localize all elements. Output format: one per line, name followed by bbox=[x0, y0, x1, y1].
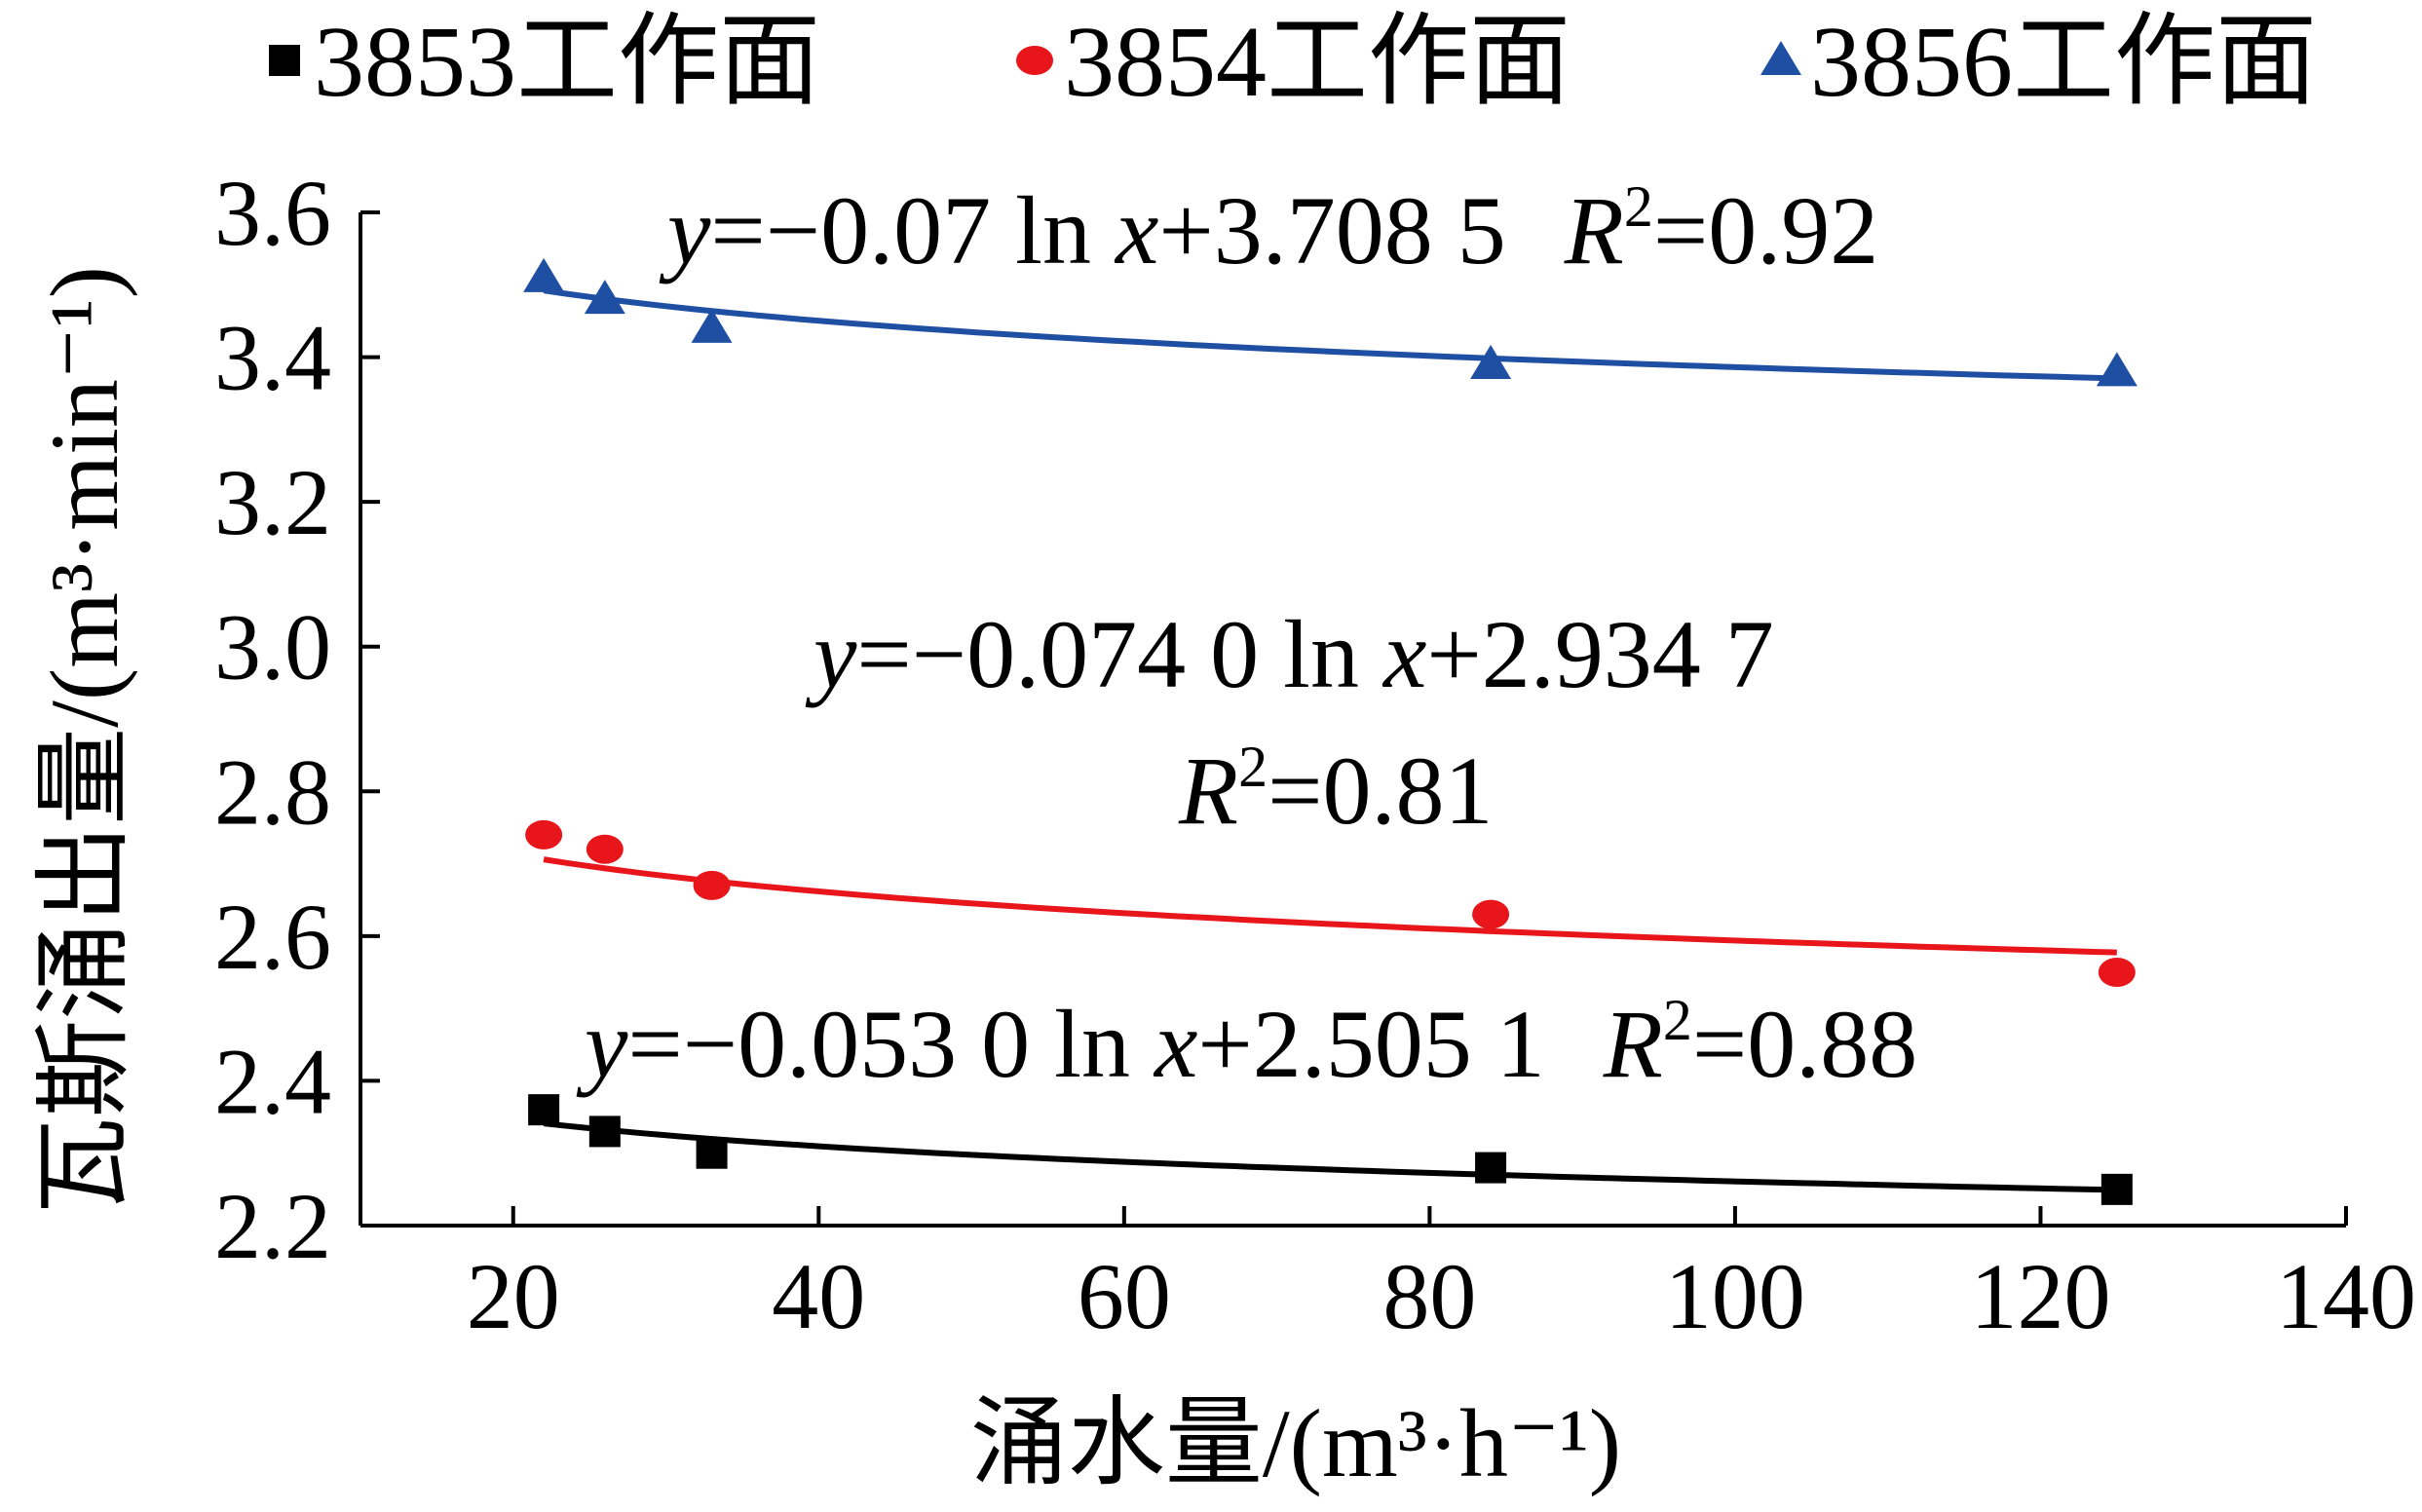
x-tick-label: 100 bbox=[1665, 1244, 1805, 1348]
y-tick-label: 2.2 bbox=[214, 1174, 331, 1278]
point-square-0 bbox=[2100, 1173, 2133, 1205]
legend: 3853工作面 3854工作面 3856工作面 bbox=[269, 6, 2317, 118]
y-tick-label: 3.6 bbox=[214, 161, 331, 265]
legend-label-1: 3854工作面 bbox=[1064, 6, 1571, 118]
fit-curve-1 bbox=[543, 856, 2117, 956]
y-tick-label: 3.2 bbox=[214, 450, 331, 554]
point-triangle-2 bbox=[523, 257, 565, 292]
point-circle-1 bbox=[525, 819, 563, 850]
y-axis-title: 瓦斯涌出量/(m³·min⁻¹) bbox=[30, 266, 138, 1215]
axes: 20 40 60 80 100 120 140 2.2 2.4 2.6 2.8 3.0 3.2 3.4 3.… bbox=[214, 161, 2416, 1348]
point-square-0 bbox=[588, 1115, 621, 1148]
x-tick-label: 40 bbox=[772, 1244, 865, 1348]
point-triangle-2 bbox=[1470, 345, 1512, 379]
y-tick-label: 2.8 bbox=[214, 739, 331, 844]
x-tick-label: 20 bbox=[467, 1244, 560, 1348]
y-tick-label: 3.4 bbox=[214, 306, 331, 410]
r-squared-3854: R2=0.81 bbox=[1178, 735, 1494, 845]
data-points bbox=[523, 257, 2138, 1205]
x-tick-label: 120 bbox=[1970, 1244, 2110, 1348]
y-tick-label: 2.6 bbox=[214, 885, 331, 989]
point-triangle-2 bbox=[2096, 352, 2138, 387]
point-triangle-2 bbox=[691, 308, 733, 343]
point-square-0 bbox=[528, 1094, 560, 1126]
equation-3856: y=−0.07 ln x+3.708 5 R2=0.92 bbox=[659, 174, 1878, 284]
legend-marker-1 bbox=[1016, 46, 1053, 75]
y-tick-label: 2.4 bbox=[214, 1029, 331, 1133]
point-square-0 bbox=[1475, 1152, 1507, 1184]
point-circle-1 bbox=[586, 834, 624, 864]
fit-curve-2 bbox=[543, 287, 2117, 382]
x-axis-title: 涌水量/(m³·h⁻¹) bbox=[970, 1389, 1621, 1497]
equation-3854: y=−0.074 0 ln x+2.934 7 bbox=[805, 600, 1774, 708]
x-tick-label: 140 bbox=[2276, 1244, 2416, 1348]
legend-marker-2 bbox=[1760, 41, 1801, 75]
legend-marker-0 bbox=[269, 45, 300, 76]
point-square-0 bbox=[696, 1137, 728, 1169]
equation-3853: y=−0.053 0 ln x+2.505 1 R2=0.88 bbox=[576, 988, 1917, 1098]
legend-label-0: 3853工作面 bbox=[314, 6, 820, 118]
point-triangle-2 bbox=[584, 280, 625, 315]
point-circle-1 bbox=[1472, 899, 1510, 929]
x-tick-label: 60 bbox=[1078, 1244, 1171, 1348]
fit-curve-0 bbox=[543, 1120, 2117, 1193]
point-circle-1 bbox=[693, 870, 731, 900]
fit-curves bbox=[543, 287, 2117, 1193]
y-tick-label: 3.0 bbox=[214, 595, 331, 699]
point-circle-1 bbox=[2098, 958, 2136, 987]
legend-label-2: 3856工作面 bbox=[1810, 6, 2317, 118]
x-tick-label: 80 bbox=[1382, 1244, 1476, 1348]
